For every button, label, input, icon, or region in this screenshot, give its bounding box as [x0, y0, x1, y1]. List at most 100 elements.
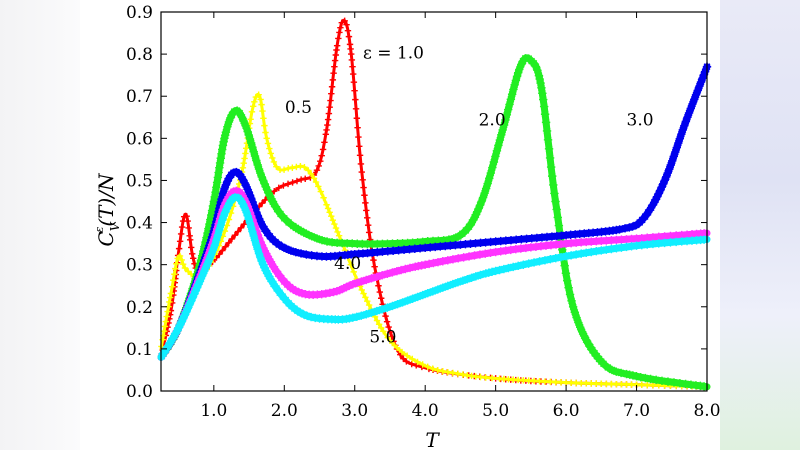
series-marker	[210, 241, 219, 250]
series-marker	[680, 121, 689, 130]
series-marker	[646, 374, 655, 384]
series-marker	[551, 240, 561, 249]
series-marker	[224, 174, 234, 183]
series-marker	[561, 269, 571, 278]
series-marker	[162, 318, 170, 325]
series-marker	[163, 313, 170, 320]
series-marker	[248, 197, 257, 206]
series-marker	[277, 273, 286, 283]
series-marker	[545, 153, 555, 163]
series-marker	[220, 208, 230, 217]
series-marker	[256, 168, 265, 178]
series-marker	[383, 318, 391, 325]
series-marker	[481, 238, 490, 247]
series-marker	[539, 102, 549, 111]
series-marker	[297, 289, 307, 298]
series-marker	[603, 363, 612, 372]
series-marker	[378, 239, 387, 249]
series-marker	[401, 264, 410, 274]
series-marker	[270, 158, 278, 166]
series-marker	[219, 137, 228, 146]
series-marker	[434, 366, 441, 374]
series-marker	[461, 226, 471, 235]
series-marker	[517, 235, 526, 244]
series-marker	[565, 290, 575, 299]
series-marker	[524, 259, 533, 268]
series-marker	[356, 143, 363, 150]
series-marker	[216, 197, 225, 207]
series-marker	[211, 187, 220, 197]
series-marker	[491, 266, 500, 276]
series-marker	[690, 95, 699, 104]
series-marker	[398, 348, 406, 356]
series-marker	[315, 314, 324, 323]
series-marker	[237, 196, 246, 206]
series-marker	[257, 240, 266, 250]
series-marker	[550, 189, 559, 198]
series-marker	[659, 179, 668, 189]
series-marker	[454, 254, 463, 263]
series-marker	[607, 244, 616, 254]
series-marker	[260, 115, 267, 122]
series-annotation: 5.0	[369, 328, 396, 348]
series-marker	[643, 208, 653, 217]
series-marker	[536, 378, 543, 385]
series-marker	[261, 122, 268, 129]
series-marker	[249, 103, 257, 110]
series-marker	[566, 230, 575, 239]
series-marker	[588, 228, 598, 237]
series-marker	[286, 246, 296, 255]
series-marker	[257, 172, 266, 182]
series-marker	[563, 276, 572, 285]
series-marker	[357, 311, 366, 320]
series-marker	[267, 194, 276, 203]
series-marker	[177, 317, 186, 327]
series-marker	[352, 105, 360, 113]
series-marker	[248, 108, 256, 116]
series-marker	[560, 261, 569, 270]
y-axis-title-sup: ε	[93, 227, 106, 233]
series-marker	[471, 239, 480, 248]
series-marker	[683, 113, 692, 122]
series-marker	[377, 295, 385, 302]
series-marker	[293, 306, 302, 316]
series-marker	[208, 201, 218, 211]
series-marker	[326, 209, 333, 216]
series-marker	[324, 116, 332, 123]
series-marker	[203, 228, 212, 238]
series-marker	[348, 280, 358, 289]
series-marker	[307, 251, 316, 260]
series-marker	[360, 184, 367, 191]
series-marker	[533, 66, 542, 75]
series-marker	[195, 277, 204, 286]
series-marker	[481, 184, 491, 193]
series-marker	[423, 289, 432, 298]
series-marker	[475, 200, 485, 210]
series-marker	[284, 180, 292, 188]
series-marker	[677, 130, 686, 139]
series-marker	[243, 127, 252, 136]
annotation-layer: ε = 1.0 0.5 2.0 3.0 4.0 5.0	[285, 43, 654, 347]
series-marker	[561, 239, 571, 248]
series-marker	[636, 372, 645, 382]
series-marker	[237, 190, 247, 200]
series-marker	[317, 157, 324, 165]
series-marker	[175, 320, 185, 330]
series-marker	[297, 176, 305, 183]
series-marker	[541, 118, 551, 127]
series-marker	[185, 224, 192, 232]
series-marker	[167, 290, 175, 297]
series-marker	[543, 135, 553, 144]
series-marker	[546, 255, 555, 264]
series-marker	[332, 224, 340, 232]
series-marker	[363, 248, 372, 258]
series-marker	[330, 251, 340, 261]
series-marker	[251, 98, 258, 106]
series-marker	[383, 247, 392, 256]
tick-layer: 1.0 2.0 3.0 4.0 5.0 6.0 7.0 8.0 0.0 0.1 0.2 0.3 0.4 0…	[126, 3, 721, 421]
series-marker	[368, 239, 377, 249]
series-marker	[663, 377, 673, 386]
series-marker	[237, 224, 245, 232]
series-marker	[270, 265, 280, 274]
series-marker	[261, 266, 271, 275]
